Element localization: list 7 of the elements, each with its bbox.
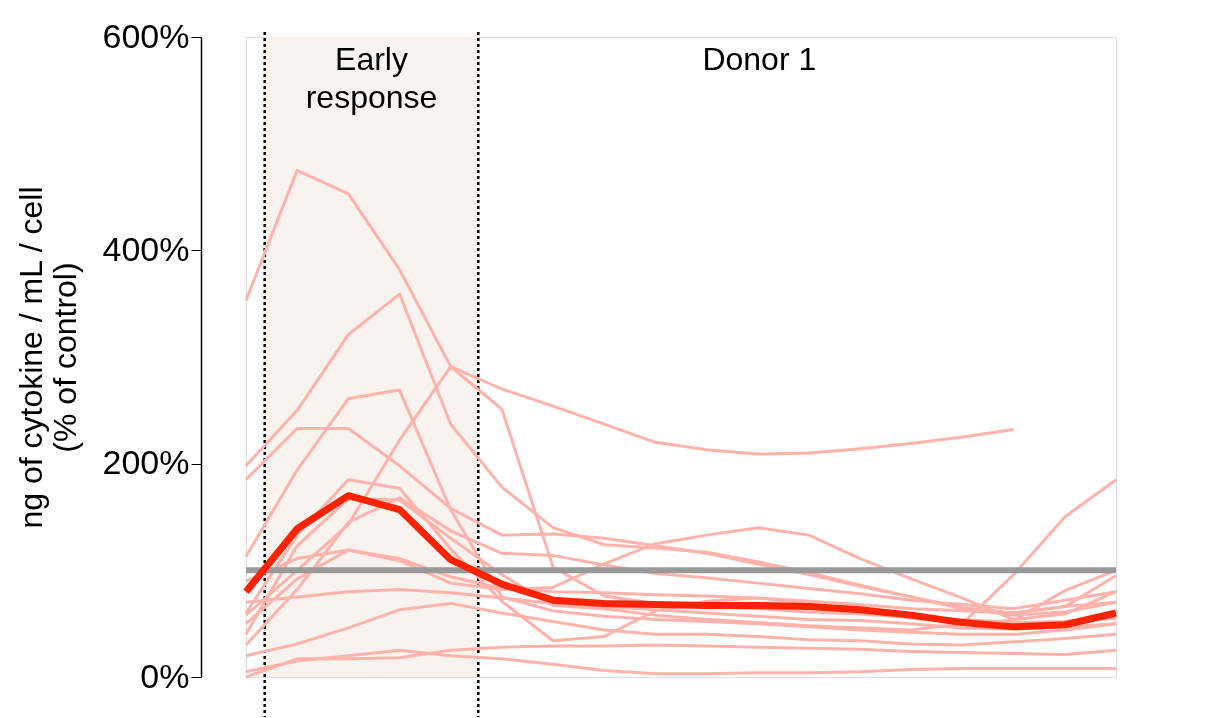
annotation: Donor 1 xyxy=(702,41,817,77)
y-axis-title: ng of cytokine / mL / cell (% of control) xyxy=(12,186,83,529)
y-tick-label: 200% xyxy=(102,443,190,482)
y-tick-label: 600% xyxy=(102,16,190,55)
annotation: Early response xyxy=(305,41,438,115)
y-tick-label: 0% xyxy=(140,656,190,695)
y-tick-label: 400% xyxy=(102,229,190,268)
